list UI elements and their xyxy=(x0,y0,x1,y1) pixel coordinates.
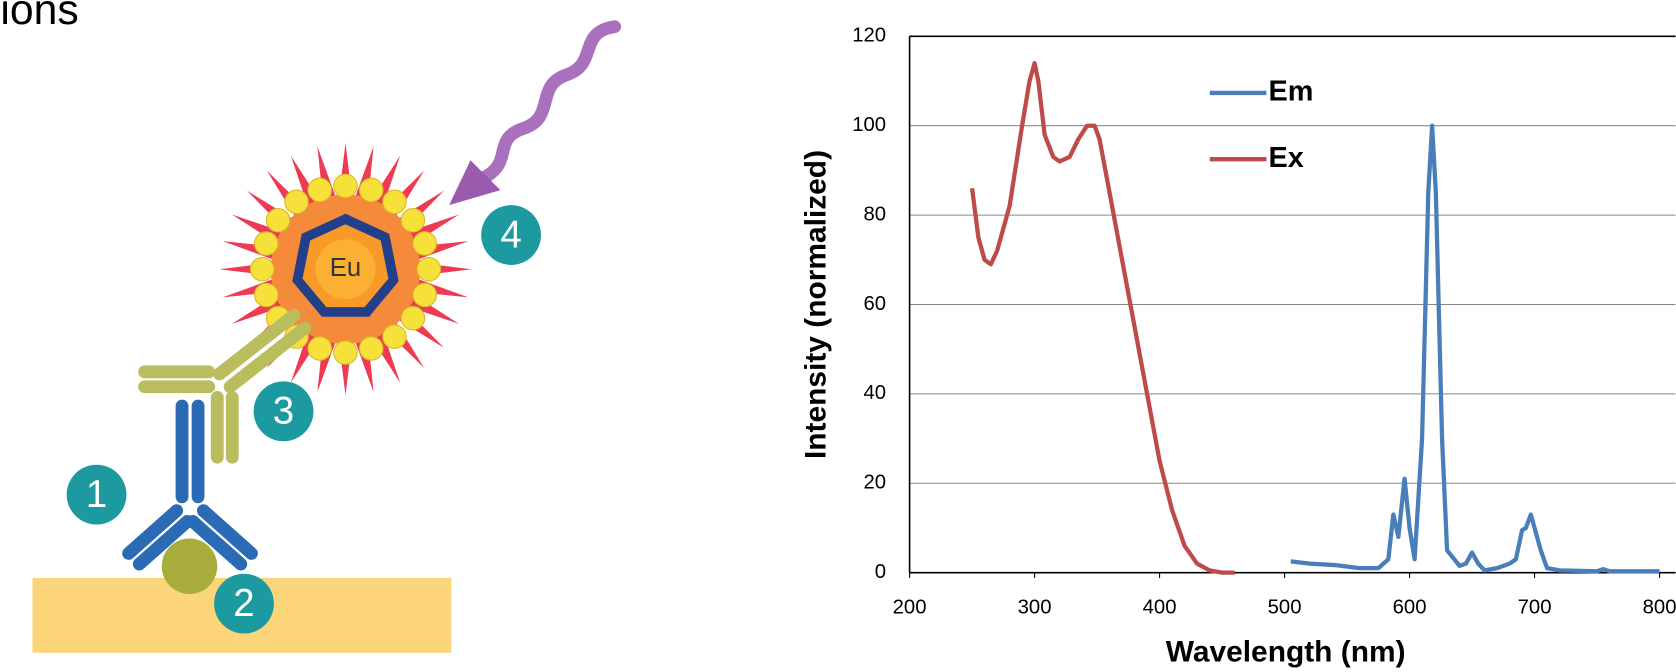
x-tick-label: 500 xyxy=(1268,596,1302,618)
chart: 0 20 40 60 80 100 120 200 300 400 500 600 700 800 Wave… xyxy=(800,25,1676,669)
ball xyxy=(254,283,278,307)
ball xyxy=(334,174,358,198)
x-tick-label: 200 xyxy=(893,596,927,618)
antigen xyxy=(162,538,218,594)
ball xyxy=(308,178,332,202)
y-tick-label: 120 xyxy=(852,25,886,47)
y-tick-label: 20 xyxy=(864,472,887,494)
ball xyxy=(359,337,383,361)
x-tick-label: 300 xyxy=(1018,596,1052,618)
ball xyxy=(266,208,290,232)
slide-title: ions xyxy=(0,0,78,34)
ball xyxy=(413,283,437,307)
slide: ions Eu 1 2 3 4 0 20 40 60 80 100 120 200 300 400 500… xyxy=(0,0,1676,672)
marker-label: 3 xyxy=(273,390,294,433)
diagram: Eu 1 2 3 4 xyxy=(32,27,614,653)
ball xyxy=(401,306,425,330)
ball xyxy=(383,325,407,349)
light-wave xyxy=(487,27,615,177)
marker-label: 1 xyxy=(86,473,107,516)
y-axis-title: Intensity (normalized) xyxy=(800,150,833,459)
legend-label: Em xyxy=(1269,76,1314,108)
y-tick-label: 40 xyxy=(864,382,887,404)
x-axis-title: Wavelength (nm) xyxy=(1166,636,1406,669)
ball xyxy=(417,257,441,281)
series-line xyxy=(972,63,1234,573)
ball xyxy=(383,190,407,214)
x-tick-label: 400 xyxy=(1143,596,1177,618)
marker-label: 2 xyxy=(233,582,254,625)
y-tick-label: 60 xyxy=(864,293,887,315)
x-tick-label: 600 xyxy=(1393,596,1427,618)
series-line xyxy=(1291,126,1660,572)
y-tick-label: 0 xyxy=(875,561,886,583)
ball xyxy=(254,232,278,256)
y-tick-label: 80 xyxy=(864,203,887,225)
x-tick-label: 800 xyxy=(1643,596,1676,618)
ball xyxy=(308,337,332,361)
ball xyxy=(401,208,425,232)
marker-label: 4 xyxy=(500,213,521,256)
page: ions Eu 1 2 3 4 0 20 40 60 80 100 120 200 300 400 500… xyxy=(0,0,1676,672)
ball xyxy=(413,232,437,256)
ball xyxy=(359,178,383,202)
ball xyxy=(250,257,274,281)
legend-label: Ex xyxy=(1269,142,1304,174)
eu-label: Eu xyxy=(330,254,361,282)
ball xyxy=(285,190,309,214)
y-tick-label: 100 xyxy=(852,114,886,136)
ball xyxy=(334,341,358,365)
x-tick-label: 700 xyxy=(1518,596,1552,618)
